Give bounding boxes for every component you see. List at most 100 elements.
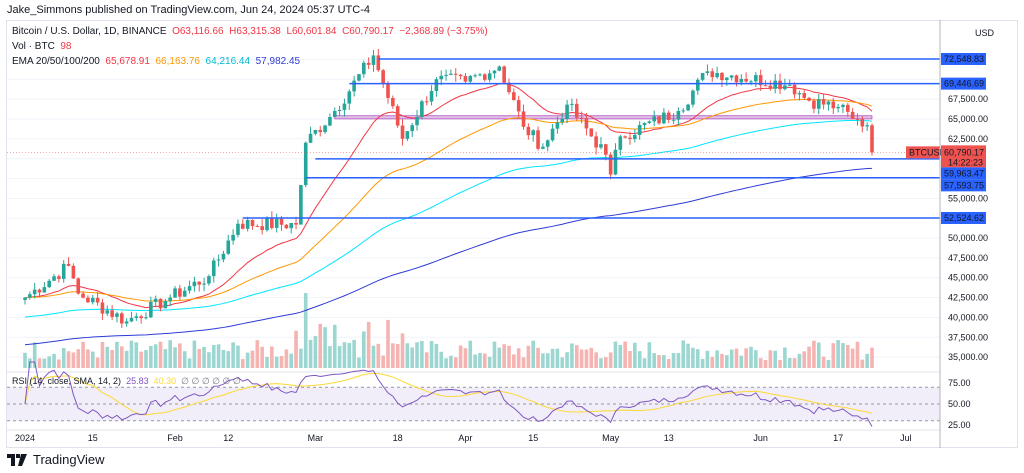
candle-body bbox=[560, 118, 565, 123]
volume-bar bbox=[352, 339, 356, 368]
candle-body bbox=[197, 281, 202, 285]
candle-body bbox=[23, 297, 27, 300]
candle-body bbox=[521, 111, 526, 127]
candle-body bbox=[120, 313, 124, 324]
candle-body bbox=[115, 313, 119, 317]
tradingview-logo-icon bbox=[7, 453, 27, 466]
volume-bar bbox=[144, 350, 148, 368]
volume-bar bbox=[86, 349, 90, 368]
volume-bar bbox=[158, 341, 163, 368]
candle-body bbox=[429, 91, 434, 102]
candle-body bbox=[42, 287, 47, 293]
candle-body bbox=[647, 121, 652, 123]
volume-bar bbox=[410, 347, 414, 368]
price-tick: 62,500.00 bbox=[948, 134, 988, 144]
candle-body bbox=[710, 71, 715, 78]
candle-body bbox=[565, 104, 569, 119]
candle-body bbox=[604, 144, 608, 155]
ema200-value: 57,982.45 bbox=[255, 56, 301, 67]
volume-bar bbox=[337, 346, 342, 368]
candle-body bbox=[754, 75, 758, 82]
countdown-label: 14:22:23 bbox=[948, 157, 983, 167]
candle-body bbox=[812, 100, 816, 109]
candle-body bbox=[816, 99, 821, 109]
volume-bar bbox=[565, 352, 569, 368]
candle-body bbox=[182, 290, 187, 297]
volume-bar bbox=[429, 341, 434, 368]
volume-bar bbox=[61, 347, 66, 368]
candle-body bbox=[768, 85, 773, 89]
candle-body bbox=[531, 130, 535, 136]
candle-body bbox=[328, 117, 332, 126]
volume-bar bbox=[332, 324, 337, 368]
volume-bar bbox=[725, 355, 729, 368]
candle-body bbox=[313, 129, 318, 134]
price-axis-unit: USD bbox=[975, 28, 995, 38]
volume-bar bbox=[478, 352, 482, 368]
price-tick: 35,000.00 bbox=[948, 352, 988, 362]
level-tag bbox=[941, 211, 986, 224]
candle-body bbox=[386, 83, 390, 98]
candle-body bbox=[332, 110, 337, 118]
candle-body bbox=[100, 302, 105, 314]
candle-body bbox=[134, 316, 139, 318]
candle-body bbox=[599, 144, 603, 148]
candle-body bbox=[424, 101, 429, 103]
volume-bar bbox=[57, 359, 61, 368]
volume-bar bbox=[497, 347, 502, 368]
candle-body bbox=[502, 66, 506, 83]
time-tick: Jul bbox=[900, 433, 912, 443]
candle-body bbox=[158, 298, 163, 309]
volume-bar bbox=[710, 356, 715, 368]
volume-bar bbox=[531, 340, 535, 368]
volume-bar bbox=[850, 348, 855, 368]
candle-body bbox=[274, 218, 279, 228]
candle-body bbox=[434, 79, 439, 92]
candle-body bbox=[807, 97, 811, 101]
candle-body bbox=[836, 107, 840, 109]
candle-body bbox=[47, 280, 51, 288]
candle-body bbox=[61, 263, 66, 279]
candle-body bbox=[76, 278, 81, 294]
volume-bar bbox=[32, 342, 37, 368]
volume-bar bbox=[463, 348, 468, 368]
volume-bar bbox=[444, 358, 448, 368]
volume-bar bbox=[787, 358, 792, 368]
candle-body bbox=[850, 111, 855, 119]
volume-bar bbox=[521, 357, 526, 368]
candle-body bbox=[357, 74, 361, 81]
high-value: H63,315.38 bbox=[229, 26, 281, 37]
volume-bar bbox=[657, 355, 661, 368]
candle-body bbox=[608, 154, 613, 175]
volume-bar bbox=[623, 341, 627, 368]
volume-bar bbox=[700, 358, 705, 368]
price-tick: 50,000.00 bbox=[948, 233, 988, 243]
volume-bar bbox=[637, 351, 642, 368]
candle-body bbox=[468, 75, 473, 82]
volume-bar bbox=[846, 344, 850, 368]
candle-body bbox=[657, 116, 661, 124]
rsi-line bbox=[24, 361, 873, 427]
volume-bar bbox=[318, 323, 323, 368]
volume-bar bbox=[720, 353, 724, 368]
candle-body bbox=[720, 72, 724, 81]
volume-bar bbox=[768, 350, 773, 368]
candle-body bbox=[758, 75, 763, 86]
candle-body bbox=[536, 130, 540, 149]
candle-body bbox=[178, 288, 182, 297]
level-tag bbox=[941, 167, 986, 180]
volume-bar bbox=[792, 358, 797, 368]
volume-bar bbox=[236, 345, 240, 368]
resistance-zone bbox=[334, 115, 873, 120]
candle-body bbox=[695, 79, 700, 91]
volume-bar bbox=[734, 348, 739, 368]
volume-bar bbox=[226, 351, 231, 368]
candle-body bbox=[676, 110, 681, 120]
candle-body bbox=[337, 109, 342, 111]
volume-bar bbox=[865, 353, 869, 368]
candle-body bbox=[618, 136, 623, 150]
candle-body bbox=[168, 297, 172, 302]
volume-bar bbox=[574, 345, 579, 368]
candle-body bbox=[66, 263, 71, 266]
